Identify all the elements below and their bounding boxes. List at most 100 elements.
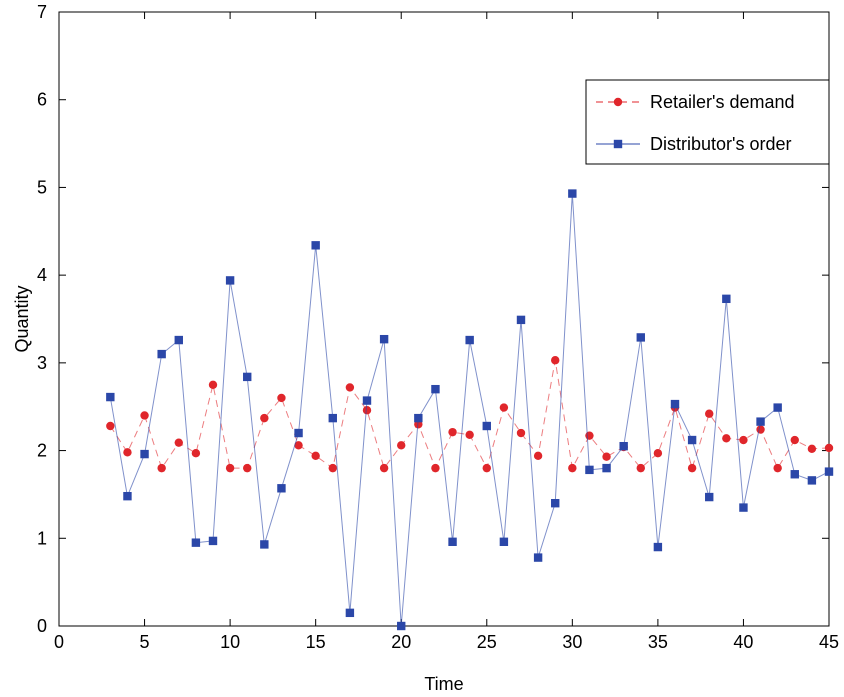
y-axis-title: Quantity — [12, 285, 32, 352]
data-point-circle — [277, 393, 286, 403]
data-point-square — [294, 428, 303, 438]
data-point-square — [705, 492, 714, 502]
legend-marker-square — [613, 139, 623, 149]
x-tick-label: 10 — [220, 632, 240, 652]
legend-box — [585, 79, 830, 165]
data-point-circle — [157, 463, 166, 473]
data-point-square — [345, 608, 355, 618]
data-point-circle — [379, 463, 389, 473]
data-point-circle — [602, 452, 611, 461]
x-tick-label: 0 — [54, 632, 64, 652]
data-point-circle — [208, 380, 218, 389]
data-point-square — [465, 335, 474, 345]
x-tick-label: 30 — [562, 632, 582, 652]
series-line — [109, 360, 830, 470]
data-point-circle — [140, 411, 149, 420]
data-point-circle — [362, 406, 372, 415]
data-point-circle — [653, 449, 663, 458]
data-point-square — [499, 537, 509, 546]
x-axis-title: Time — [424, 674, 463, 694]
data-point-circle — [516, 428, 526, 438]
data-point-square — [551, 499, 560, 508]
data-point-circle — [482, 463, 491, 473]
data-point-square — [397, 621, 406, 631]
data-point-square — [225, 276, 235, 285]
data-point-circle — [225, 463, 235, 473]
data-point-square — [516, 315, 526, 325]
data-point-square — [277, 484, 286, 493]
data-point-square — [722, 294, 731, 304]
data-point-square — [533, 553, 543, 562]
data-point-square — [106, 392, 115, 402]
data-point-square — [790, 470, 799, 479]
data-point-circle — [328, 463, 337, 473]
y-tick-label: 5 — [37, 177, 47, 197]
y-tick-label: 0 — [37, 616, 47, 636]
data-point-circle — [311, 451, 320, 461]
data-point-circle — [294, 441, 303, 450]
data-point-square — [773, 403, 782, 412]
data-point-square — [585, 465, 594, 475]
data-point-circle — [551, 356, 560, 365]
data-point-square — [448, 537, 457, 546]
data-point-square — [431, 384, 440, 394]
data-point-square — [243, 372, 252, 382]
plot-frame — [58, 11, 830, 627]
data-point-square — [568, 189, 577, 198]
data-point-circle — [773, 463, 782, 473]
data-point-circle — [499, 403, 509, 412]
data-point-circle — [687, 463, 697, 473]
series-distributors-order — [106, 189, 834, 631]
data-point-square — [756, 417, 765, 426]
data-point-circle — [431, 463, 440, 473]
data-point-square — [328, 413, 337, 423]
data-point-circle — [790, 435, 799, 445]
data-point-square — [602, 463, 611, 473]
x-tick-label: 40 — [733, 632, 753, 652]
legend-label: Distributor's order — [650, 134, 791, 154]
legend: Retailer's demand Distributor's order — [585, 79, 830, 165]
data-point-circle — [243, 463, 252, 473]
data-point-square — [482, 421, 491, 431]
x-tick-label: 5 — [140, 632, 150, 652]
data-point-circle — [397, 441, 406, 450]
legend-marker-circle — [613, 97, 623, 107]
data-point-circle — [465, 430, 474, 439]
data-point-square — [123, 491, 132, 501]
y-tick-label: 3 — [37, 353, 47, 373]
data-point-square — [140, 449, 149, 459]
data-point-circle — [636, 463, 645, 473]
data-point-square — [636, 333, 645, 342]
data-point-square — [653, 542, 663, 552]
data-point-circle — [722, 434, 731, 443]
data-point-square — [191, 538, 201, 547]
data-point-square — [824, 467, 834, 476]
series-retailers-demand — [106, 356, 834, 473]
data-point-circle — [448, 427, 457, 437]
data-point-circle — [824, 443, 834, 453]
x-tick-label: 20 — [391, 632, 411, 652]
data-point-circle — [191, 449, 201, 458]
data-point-square — [687, 435, 697, 445]
data-point-square — [619, 441, 628, 451]
data-point-square — [670, 399, 680, 409]
data-point-square — [362, 396, 372, 405]
data-point-square — [260, 540, 269, 549]
data-point-square — [208, 536, 218, 546]
data-point-circle — [739, 435, 748, 445]
x-tick-label: 15 — [306, 632, 326, 652]
data-point-circle — [533, 451, 543, 461]
x-tick-label: 45 — [819, 632, 839, 652]
series-line — [109, 193, 830, 627]
data-point-square — [807, 476, 817, 485]
legend-label: Retailer's demand — [650, 92, 795, 112]
y-tick-label: 2 — [37, 441, 47, 461]
y-tick-label: 7 — [37, 2, 47, 22]
x-tick-label: 25 — [477, 632, 497, 652]
data-point-circle — [756, 425, 765, 434]
data-point-circle — [705, 409, 714, 418]
data-point-circle — [123, 448, 132, 457]
data-point-circle — [568, 463, 577, 473]
data-point-circle — [174, 438, 183, 447]
